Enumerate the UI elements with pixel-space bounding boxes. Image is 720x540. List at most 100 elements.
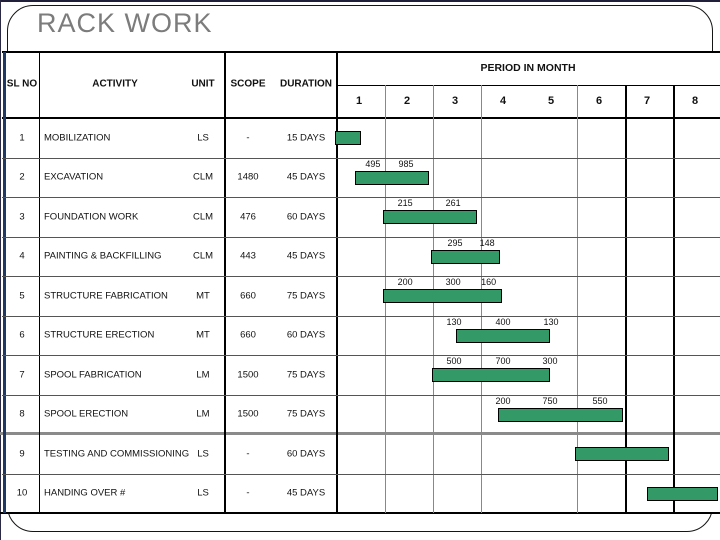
bar-quantity-label: 261 [445,198,461,208]
cell-unit: LM [196,408,210,420]
cell-duration: 45 DAYS [286,250,326,262]
header-unit: UNIT [191,78,215,90]
cell-unit: LS [197,132,209,144]
gantt-bar [383,210,478,224]
cell-duration: 60 DAYS [286,448,326,460]
gantt-bar [383,289,503,303]
month-tick-label: 1 [355,95,363,107]
cell-duration: 45 DAYS [286,171,326,183]
month-gridline [625,85,627,513]
cell-scope: - [246,132,250,144]
cell-unit: MT [196,329,210,341]
cell-unit: CLM [192,171,214,183]
gantt-bar [335,131,362,145]
header-duration: DURATION [279,78,333,90]
duration-chart-divider [336,52,338,513]
bar-quantity-label: 300 [542,356,558,366]
bar-quantity-label: 700 [495,356,511,366]
image-top-edge [0,0,720,2]
cell-activity: HANDING OVER # [44,487,126,499]
table-left-border [3,52,6,513]
bar-quantity-label: 200 [495,395,511,406]
row-separator [2,473,720,475]
cell-sl-no: 4 [19,250,25,262]
cell-unit: CLM [192,250,214,262]
gantt-bar [647,486,719,501]
bar-quantity-label: 130 [543,316,559,327]
cell-duration: 60 DAYS [286,329,326,341]
cell-unit: MT [196,290,210,302]
cell-activity: SPOOL FABRICATION [44,369,142,381]
month-gridline [577,85,578,513]
month-gridline [673,85,675,513]
cell-duration: 15 DAYS [286,132,326,144]
gantt-bar [355,170,430,185]
unit-scope-divider [224,52,226,513]
cell-scope: 660 [240,290,256,302]
cell-unit: LM [196,369,210,381]
month-tick-label: 4 [499,95,507,107]
month-tick-label: 5 [547,95,555,107]
gantt-bar [455,328,551,343]
bar-quantity-label: 500 [446,356,462,366]
cell-duration: 45 DAYS [286,487,326,499]
cell-activity: SPOOL ERECTION [44,408,129,420]
cell-duration: 75 DAYS [286,290,326,302]
header-scope: SCOPE [230,78,266,90]
row-separator [2,394,720,396]
row-separator [2,236,720,238]
cell-scope: - [246,487,250,499]
table-background [2,52,720,513]
bar-quantity-label: 295 [447,237,463,248]
gantt-bar [575,447,670,461]
cell-sl-no: 1 [19,132,25,144]
bar-quantity-label: 148 [479,237,495,248]
row-separator [2,276,720,277]
bar-quantity-label: 985 [398,158,414,169]
cell-activity: EXCAVATION [44,171,104,183]
cell-activity: FOUNDATION WORK [44,211,139,223]
cell-sl-no: 10 [16,487,28,499]
row-separator [2,197,720,198]
cell-sl-no: 6 [19,329,25,341]
cell-activity: TESTING AND COMMISSIONING [44,448,190,460]
bar-quantity-label: 495 [365,158,381,169]
cell-sl-no: 3 [19,211,25,223]
cell-scope: 476 [240,211,256,223]
header-activity: ACTIVITY [92,78,138,90]
image-left-edge [0,0,1,540]
row-separator [2,355,720,356]
header-period-in-month: PERIOD IN MONTH [480,62,576,74]
cell-activity: STRUCTURE ERECTION [44,329,155,341]
gantt-bar [431,368,551,382]
bar-quantity-label: 550 [592,395,608,406]
section-divider [0,431,720,435]
cell-unit: LS [197,448,209,460]
row-separator [2,157,720,159]
slno-column-divider [39,52,40,513]
bar-quantity-label: 400 [495,316,511,327]
gantt-bar [431,249,501,264]
cell-scope: 1500 [237,408,259,420]
header-bottom-border [2,117,720,119]
cell-duration: 75 DAYS [286,408,326,420]
page-title: RACK WORK [37,8,213,38]
table-bottom-border [0,511,720,514]
cell-scope: 1480 [237,171,259,183]
bar-quantity-label: 200 [397,277,413,287]
bar-quantity-label: 160 [481,277,497,287]
cell-activity: STRUCTURE FABRICATION [44,290,168,302]
bar-quantity-label: 215 [397,198,413,208]
bar-quantity-label: 750 [542,395,558,406]
cell-unit: CLM [192,211,214,223]
row-separator [2,315,720,317]
bar-quantity-label: 300 [445,277,461,287]
cell-activity: PAINTING & BACKFILLING [44,250,162,262]
cell-sl-no: 5 [19,290,25,302]
cell-sl-no: 9 [19,448,25,460]
cell-scope: - [246,448,250,460]
cell-scope: 443 [240,250,256,262]
month-tick-label: 6 [595,95,603,107]
cell-duration: 75 DAYS [286,369,326,381]
